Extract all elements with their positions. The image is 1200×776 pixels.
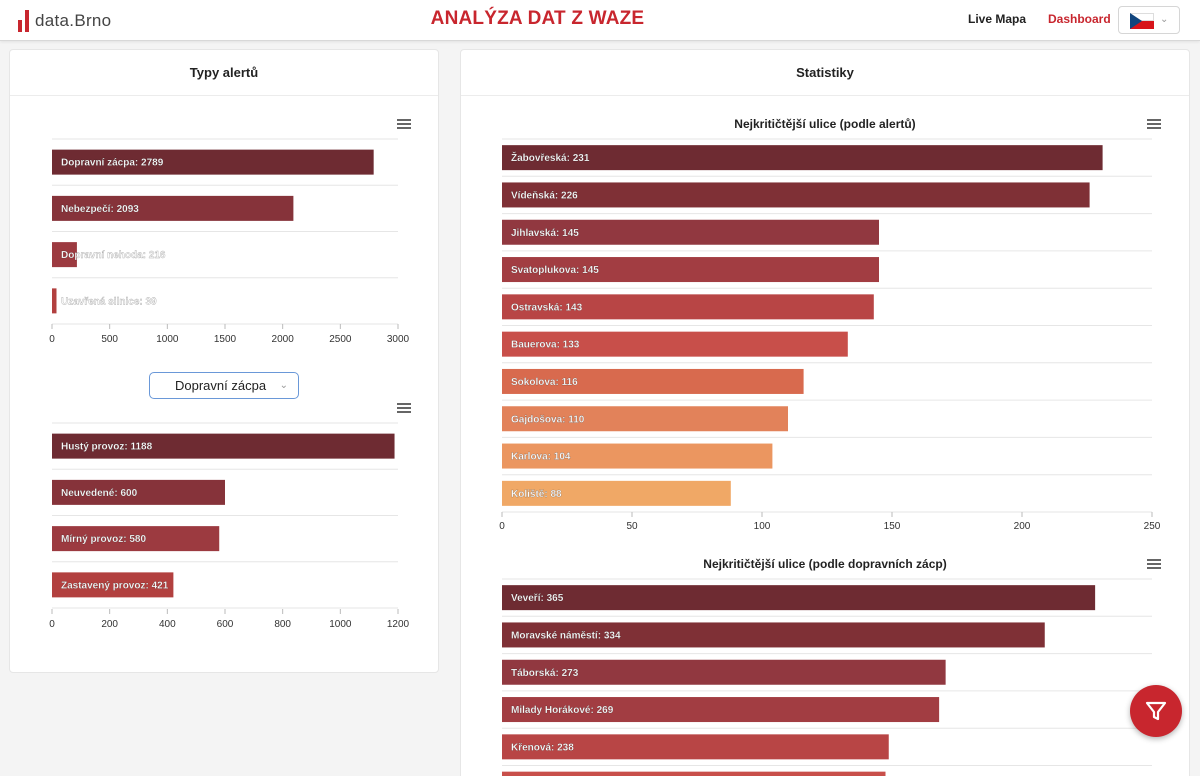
bar-data-label: Vídeňská: 226 xyxy=(511,190,578,201)
chart-bar[interactable] xyxy=(502,480,731,506)
bar-data-label: Nebezpečí: 2093 xyxy=(61,204,139,215)
chart-bar[interactable] xyxy=(502,145,1103,171)
chart-bar[interactable] xyxy=(52,242,77,268)
chart-bar[interactable] xyxy=(502,697,940,723)
chart-title-streets-alerts: Nejkritičtější ulice (podle alertů) xyxy=(734,117,916,131)
logo-bars-icon xyxy=(18,10,29,32)
bar-data-label: Dopravní nehoda: 216 xyxy=(61,250,166,261)
x-tick-label: 250 xyxy=(1144,521,1161,532)
bar-data-label: Dopravní zácpa: 2789 xyxy=(61,158,164,169)
bar-data-label: Gajdošova: 110 xyxy=(511,414,585,425)
bar-data-label: Křenová: 238 xyxy=(511,742,574,753)
chart-bar[interactable] xyxy=(502,182,1090,208)
filter-icon xyxy=(1145,701,1167,721)
bar-data-label: Milady Horákové: 269 xyxy=(511,705,614,716)
chevron-down-icon: ⌄ xyxy=(1160,14,1169,25)
alert-types-chart: Dopravní zácpa: 2789 Nebezpečí: 2093 Dopra… xyxy=(49,138,410,345)
bar-data-label: Mírný provoz: 580 xyxy=(61,534,146,545)
bar-data-label: Uzavřená silnice: 39 xyxy=(61,296,157,307)
chart-bar[interactable] xyxy=(52,572,174,598)
chart-bar[interactable] xyxy=(502,771,886,776)
bar-data-label: Bauerova: 133 xyxy=(511,340,580,351)
chart-bar[interactable] xyxy=(52,149,374,175)
chart-bar[interactable] xyxy=(502,406,788,432)
chart-bar[interactable] xyxy=(52,479,225,505)
chart-bar[interactable] xyxy=(502,734,889,760)
x-tick-label: 600 xyxy=(217,619,234,630)
chart-bar[interactable] xyxy=(502,622,1045,648)
chart-bar[interactable] xyxy=(502,443,773,469)
bar-data-label: Karlova: 104 xyxy=(511,452,571,463)
x-tick-label: 500 xyxy=(101,334,118,345)
chart-bar[interactable] xyxy=(502,585,1096,611)
chart-bar[interactable] xyxy=(52,526,220,552)
language-select[interactable]: ⌄ xyxy=(1118,6,1180,34)
bar-data-label: Žabovřeská: 231 xyxy=(511,151,590,164)
chart-bar[interactable] xyxy=(502,257,879,283)
chart-bar[interactable] xyxy=(502,368,804,394)
x-tick-label: 200 xyxy=(1014,521,1031,532)
alert-subtype-dropdown[interactable]: Dopravní zácpa ⌄ xyxy=(149,372,299,399)
x-tick-label: 1200 xyxy=(387,619,410,630)
x-tick-label: 800 xyxy=(274,619,291,630)
x-tick-label: 3000 xyxy=(387,334,410,345)
x-tick-label: 1000 xyxy=(329,619,352,630)
x-tick-label: 200 xyxy=(101,619,118,630)
x-tick-label: 1500 xyxy=(214,334,237,345)
x-tick-label: 2000 xyxy=(272,334,295,345)
jam-subtypes-chart: Hustý provoz: 1188 Neuvedené: 600 Mírný pr… xyxy=(49,422,410,630)
chart-title-streets-jams: Nejkritičtější ulice (podle dopravních z… xyxy=(703,557,947,571)
app-header: data.Brno ANALÝZA DAT Z WAZE Live Mapa D… xyxy=(0,0,1200,41)
chart-bar[interactable] xyxy=(502,659,946,685)
x-tick-label: 0 xyxy=(49,334,55,345)
chart-menu-icon[interactable] xyxy=(397,119,411,129)
dropdown-selected-value: Dopravní zácpa xyxy=(175,378,267,393)
logo[interactable]: data.Brno xyxy=(18,6,111,32)
x-tick-label: 0 xyxy=(49,619,55,630)
panel-title-alert-types: Typy alertů xyxy=(10,50,438,96)
nav-live-map[interactable]: Live Mapa xyxy=(968,12,1027,26)
x-tick-label: 150 xyxy=(884,521,901,532)
bar-data-label: Veveří: 365 xyxy=(511,593,564,604)
nav-dashboard[interactable]: Dashboard xyxy=(1048,12,1111,26)
bar-data-label: Moravské náměstí: 334 xyxy=(511,630,621,641)
x-tick-label: 50 xyxy=(626,521,638,532)
czech-flag-icon xyxy=(1130,13,1154,29)
x-tick-label: 2500 xyxy=(329,334,352,345)
chart-menu-icon[interactable] xyxy=(1147,559,1161,569)
x-tick-label: 1000 xyxy=(156,334,179,345)
chart-menu-icon[interactable] xyxy=(397,403,411,413)
x-tick-label: 400 xyxy=(159,619,176,630)
bar-data-label: Svatoplukova: 145 xyxy=(511,265,599,276)
bar-data-label: Hustý provoz: 1188 xyxy=(61,442,153,453)
bar-data-label: Neuvedené: 600 xyxy=(61,488,138,499)
bar-data-label: Zastavený provoz: 421 xyxy=(61,580,169,591)
logo-text: data.Brno xyxy=(35,11,112,30)
bar-data-label: Koliště: 88 xyxy=(511,489,562,500)
chevron-down-icon: ⌄ xyxy=(279,380,288,391)
bar-data-label: Táborská: 273 xyxy=(511,668,579,679)
x-tick-label: 0 xyxy=(499,521,505,532)
chart-bar[interactable] xyxy=(52,195,294,221)
panel-title-statistics: Statistiky xyxy=(461,50,1189,96)
bar-data-label: Ostravská: 143 xyxy=(511,302,583,313)
bar-data-label: Jihlavská: 145 xyxy=(511,228,579,239)
chart-bar[interactable] xyxy=(52,433,395,459)
x-tick-label: 100 xyxy=(754,521,771,532)
chart-menu-icon[interactable] xyxy=(1147,119,1161,129)
chart-bar[interactable] xyxy=(502,331,848,357)
app-title: ANALÝZA DAT Z WAZE xyxy=(430,8,645,29)
filter-button[interactable] xyxy=(1130,685,1182,737)
chart-bar[interactable] xyxy=(52,288,57,314)
bar-data-label: Sokolova: 116 xyxy=(511,377,578,388)
critical-streets-alerts-chart: Žabovřeská: 231 Vídeňská: 226 Jihlavská: 1… xyxy=(499,138,1161,532)
chart-bar[interactable] xyxy=(502,294,874,320)
chart-bar[interactable] xyxy=(502,219,879,245)
